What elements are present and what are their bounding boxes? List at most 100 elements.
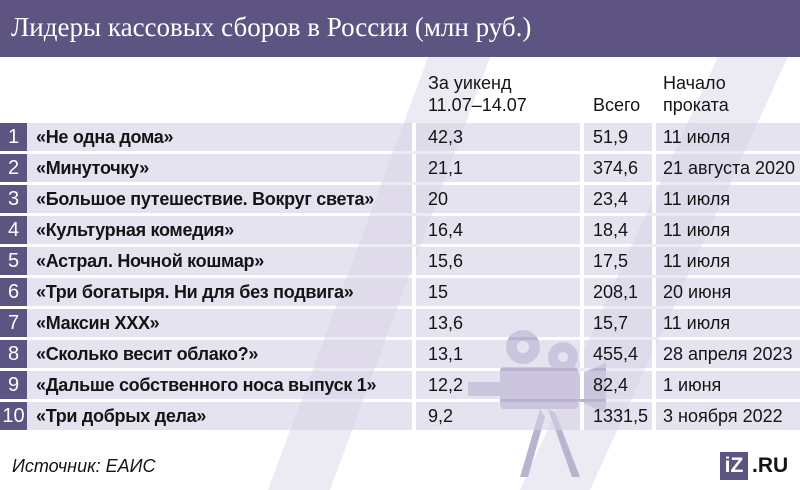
table-row: 10 «Три добрых дела» 9,2 1331,5 3 ноября 202… [0, 402, 800, 430]
column-gap [580, 247, 584, 275]
column-gap [580, 340, 584, 368]
table-row: 6 «Три богатыря. Ни для без подвига» 15 208… [0, 278, 800, 306]
rank-badge: 7 [0, 309, 27, 337]
release-date: 20 июня [663, 282, 732, 302]
table-row: 5 «Астрал. Ночной кошмар» 15,6 17,5 11 июля [0, 247, 800, 275]
total-gross: 51,9 [593, 127, 629, 147]
rank-badge: 3 [0, 185, 27, 213]
rank-badge: 4 [0, 216, 27, 244]
column-gap [412, 154, 416, 182]
movie-title: «Три богатыря. Ни для без подвига» [36, 282, 354, 302]
source-note: Источник: ЕАИС [12, 456, 156, 476]
release-date: 21 августа 2020 [663, 158, 796, 178]
rank-badge: 2 [0, 154, 27, 182]
release-date: 1 июня [663, 375, 722, 395]
column-gap [412, 123, 416, 151]
column-gap [412, 216, 416, 244]
table-row: 3 «Большое путешествие. Вокруг света» 20 23… [0, 185, 800, 213]
column-header-total: Всего [593, 94, 640, 116]
column-gap [580, 278, 584, 306]
total-gross: 82,4 [593, 375, 629, 395]
chart-title: Лидеры кассовых сборов в России (млн руб… [11, 12, 532, 42]
column-gap [412, 309, 416, 337]
release-date: 3 ноября 2022 [663, 406, 783, 426]
movie-title: «Сколько весит облако?» [36, 344, 259, 364]
release-date: 11 июля [663, 189, 731, 209]
column-gap [412, 247, 416, 275]
release-date: 11 июля [663, 251, 731, 271]
total-gross: 17,5 [593, 251, 629, 271]
release-date: 28 апреля 2023 [663, 344, 793, 364]
column-gap [652, 185, 656, 213]
column-gap [652, 247, 656, 275]
column-header-date-line2: проката [663, 95, 729, 115]
rank-badge: 8 [0, 340, 27, 368]
movie-title: «Не одна дома» [36, 127, 174, 147]
column-header-weekend: За уикенд 11.07–14.07 [428, 72, 527, 116]
column-header-weekend-line2: 11.07–14.07 [428, 95, 527, 115]
table-row: 8 «Сколько весит облако?» 13,1 455,4 28 апре… [0, 340, 800, 368]
rank-badge: 9 [0, 371, 27, 399]
column-gap [580, 154, 584, 182]
column-gap [652, 216, 656, 244]
column-gap [412, 340, 416, 368]
weekend-gross: 12,2 [428, 375, 464, 395]
title-bar: Лидеры кассовых сборов в России (млн руб… [0, 0, 800, 57]
column-gap [412, 278, 416, 306]
table-row: 4 «Культурная комедия» 16,4 18,4 11 июля [0, 216, 800, 244]
movie-title: «Максин XXX» [36, 313, 160, 333]
rank-badge: 6 [0, 278, 27, 306]
total-gross: 374,6 [593, 158, 639, 178]
rank-badge: 1 [0, 123, 27, 151]
column-gap [652, 402, 656, 430]
release-date: 11 июля [663, 220, 731, 240]
column-header-date: Начало проката [663, 72, 729, 116]
total-gross: 208,1 [593, 282, 639, 302]
column-gap [580, 402, 584, 430]
weekend-gross: 16,4 [428, 220, 464, 240]
table-row: 9 «Дальше собственного носа выпуск 1» 12,2… [0, 371, 800, 399]
column-gap [580, 185, 584, 213]
logo-text: .RU [752, 454, 789, 477]
total-gross: 23,4 [593, 189, 629, 209]
total-gross: 1331,5 [593, 406, 649, 426]
movie-title: «Три добрых дела» [36, 406, 207, 426]
movie-title: «Дальше собственного носа выпуск 1» [36, 375, 377, 395]
weekend-gross: 13,1 [428, 344, 464, 364]
column-gap [580, 123, 584, 151]
movie-title: «Большое путешествие. Вокруг света» [36, 189, 374, 209]
column-gap [652, 309, 656, 337]
total-gross: 15,7 [593, 313, 629, 333]
table-row: 1 «Не одна дома» 42,3 51,9 11 июля [0, 123, 800, 151]
column-gap [652, 278, 656, 306]
weekend-gross: 42,3 [428, 127, 464, 147]
column-gap [412, 185, 416, 213]
release-date: 11 июля [663, 313, 731, 333]
column-gap [652, 154, 656, 182]
weekend-gross: 20 [428, 189, 449, 209]
weekend-gross: 21,1 [428, 158, 464, 178]
column-gap [580, 309, 584, 337]
column-gap [412, 402, 416, 430]
column-header-total-label: Всего [593, 95, 641, 115]
column-gap [412, 371, 416, 399]
weekend-gross: 15 [428, 282, 449, 302]
rank-badge: 5 [0, 247, 27, 275]
movie-title: «Культурная комедия» [36, 220, 234, 240]
weekend-gross: 9,2 [428, 406, 454, 426]
table-row: 2 «Минуточку» 21,1 374,6 21 августа 2020 [0, 154, 800, 182]
total-gross: 18,4 [593, 220, 629, 240]
total-gross: 455,4 [593, 344, 639, 364]
table-row: 7 «Максин XXX» 13,6 15,7 11 июля [0, 309, 800, 337]
column-gap [652, 340, 656, 368]
weekend-gross: 13,6 [428, 313, 464, 333]
release-date: 11 июля [663, 127, 731, 147]
column-gap [580, 371, 584, 399]
movie-title: «Астрал. Ночной кошмар» [36, 251, 264, 271]
weekend-gross: 15,6 [428, 251, 464, 271]
column-gap [580, 216, 584, 244]
column-gap [652, 123, 656, 151]
column-gap [652, 371, 656, 399]
rank-badge: 10 [0, 402, 27, 430]
column-header-date-line1: Начало [663, 73, 726, 93]
